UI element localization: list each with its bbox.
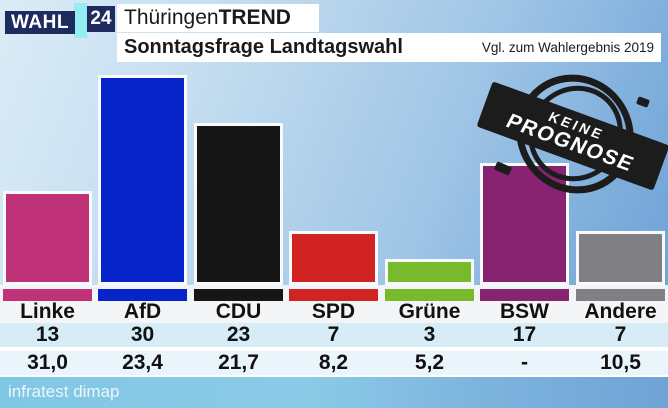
current-value-andere: 7 [614,323,627,346]
current-value-spd: 7 [327,323,340,346]
current-value-cdu: 23 [226,323,251,346]
bar-bsw [480,163,569,285]
current-value-grüne: 3 [423,323,436,346]
page-subtitle: Sonntagsfrage Landtagswahl [124,36,403,58]
previous-value-cdu: 21,7 [218,351,259,374]
year-logo: 24 [87,6,115,32]
row-separator [0,347,668,351]
wahl-logo: WAHL [5,11,75,34]
base-strip-grüne [385,289,474,301]
base-strip-linke [3,289,92,301]
keine-prognose-stamp: KEINE PROGNOSE [476,66,668,202]
page-title-bold: TREND [218,6,291,29]
party-label-cdu: CDU [215,300,262,323]
base-strip-bsw [480,289,569,301]
previous-value-spd: 8,2 [318,351,349,374]
wahl-logo-text: WAHL [11,11,69,33]
previous-value-linke: 31,0 [27,351,68,374]
base-strip-spd [289,289,378,301]
bar-andere [576,231,665,285]
base-strip-cdu [194,289,283,301]
party-label-andere: Andere [584,300,657,323]
bar-spd [289,231,378,285]
footer-band: infratest dimap [0,377,668,408]
party-label-linke: Linke [20,300,75,323]
previous-value-afd: 23,4 [122,351,163,374]
party-label-afd: AfD [123,300,162,323]
party-names-row-bg [0,301,668,323]
logo-cyan-accent [74,3,87,38]
party-label-grüne: Grüne [398,300,461,323]
bar-grüne [385,259,474,285]
previous-value-bsw: - [521,351,528,374]
party-label-spd: SPD [311,300,356,323]
current-value-bsw: 17 [512,323,537,346]
previous-value-grüne: 5,2 [414,351,445,374]
current-values-row-bg [0,323,668,347]
previous-value-andere: 10,5 [600,351,641,374]
bar-linke [3,191,92,285]
party-label-bsw: BSW [500,300,549,323]
current-value-linke: 13 [35,323,60,346]
stamp-ink-blob-icon [493,161,513,176]
page-title-regular: Thüringen [124,6,219,29]
comparison-note: Vgl. zum Wahlergebnis 2019 [481,40,654,55]
bar-afd [98,75,187,285]
year-logo-text: 24 [90,8,112,29]
title-band: Thüringen TREND [117,4,319,32]
previous-values-row-bg [0,351,668,375]
base-strip-andere [576,289,665,301]
row-separator-bottom [0,375,668,377]
current-value-afd: 30 [130,323,155,346]
source-credit: infratest dimap [8,382,120,401]
base-strip-afd [98,289,187,301]
stamp-ink-blob-icon [635,96,651,108]
subtitle-band: Sonntagsfrage Landtagswahl Vgl. zum Wahl… [117,33,661,62]
bar-cdu [194,123,283,285]
